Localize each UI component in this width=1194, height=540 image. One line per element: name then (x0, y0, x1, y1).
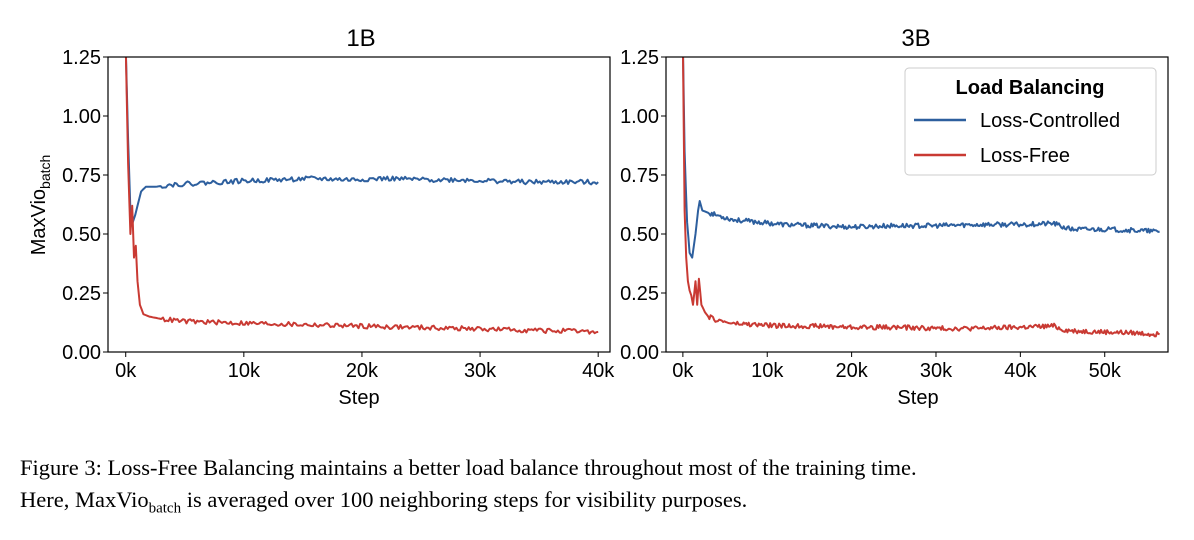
y-tick-label: 1.00 (620, 106, 659, 128)
panel-1b-plot: 0k 10k 20k 30k 40k 0.00 0.25 0.50 0.75 1.00 1.25 (62, 47, 615, 382)
panel-3b-frame (665, 56, 1169, 353)
legend-label-loss-free: Loss-Free (980, 145, 1070, 167)
x-tick-label: 0k (115, 360, 137, 382)
panel-1b-title: 1B (346, 25, 375, 52)
figure-caption: Figure 3: Loss-Free Balancing maintains … (20, 452, 1180, 525)
x-tick-label: 20k (346, 360, 379, 382)
panel-3b: 3B 0k 10k 20k 30k 40k 50k 0.00 0.25 0.50 0.75 1.00… (620, 25, 1169, 409)
series-line-loss-controlled (124, 57, 599, 224)
y-axis-label: MaxViobatch (28, 155, 53, 256)
y-axis-label-sub: batch (37, 155, 53, 189)
y-axis-label-main: MaxVio (28, 189, 50, 255)
x-tick-label: 30k (920, 360, 953, 382)
x-tick-label: 10k (751, 360, 784, 382)
y-tick-label: 1.25 (62, 47, 101, 69)
series-line-loss-free (124, 57, 599, 335)
y-tick-label: 0.75 (620, 165, 659, 187)
caption-line-2: Here, MaxViobatch is averaged over 100 n… (20, 484, 1180, 525)
legend: Load Balancing Loss-Controlled Loss-Free (904, 67, 1157, 176)
panel-3b-plot: 0k 10k 20k 30k 40k 50k 0.00 0.25 0.50 0.75 1.00 1.2… (620, 47, 1160, 382)
figure-canvas: 1B 0k 10k 20k 30k 40k0.000.250.500.751.001.2… (28, 25, 1169, 409)
x-tick-label: 10k (228, 360, 261, 382)
x-tick-label: 50k (1089, 360, 1122, 382)
panel-3b-xlabel: Step (897, 387, 938, 409)
legend-box (904, 67, 1157, 176)
legend-title: Load Balancing (956, 77, 1105, 99)
panel-1b: 1B 0k 10k 20k 30k 40k 0.00 0.25 0.50 0.75 1.00 1.2… (28, 25, 615, 409)
x-tick-label: 40k (1004, 360, 1037, 382)
panel-3b-title: 3B (901, 25, 930, 52)
panel-1b-xlabel: Step (338, 387, 379, 409)
x-tick-label: 40k (582, 360, 615, 382)
y-tick-label: 1.00 (62, 106, 101, 128)
caption-line-2-suffix: is averaged over 100 neighboring steps f… (181, 487, 748, 512)
y-tick-label: 0.50 (620, 224, 659, 246)
legend-label-loss-controlled: Loss-Controlled (980, 110, 1120, 132)
y-tick-label: 0.00 (62, 342, 101, 364)
y-tick-label: 1.25 (620, 47, 659, 69)
caption-line-1: Figure 3: Loss-Free Balancing maintains … (20, 455, 917, 480)
y-tick-label: 0.50 (62, 224, 101, 246)
series-line-loss-controlled (682, 57, 1160, 259)
y-tick-label: 0.00 (620, 342, 659, 364)
x-tick-label: 30k (464, 360, 497, 382)
x-tick-label: 20k (835, 360, 868, 382)
y-tick-label: 0.25 (62, 283, 101, 305)
x-tick-label: 0k (672, 360, 694, 382)
series-line-loss-free (682, 57, 1160, 338)
y-tick-label: 0.75 (62, 165, 101, 187)
y-tick-label: 0.25 (620, 283, 659, 305)
caption-line-2-sub: batch (148, 500, 182, 517)
panel-1b-frame (107, 56, 611, 353)
caption-line-2-prefix: Here, MaxVio (20, 487, 149, 512)
